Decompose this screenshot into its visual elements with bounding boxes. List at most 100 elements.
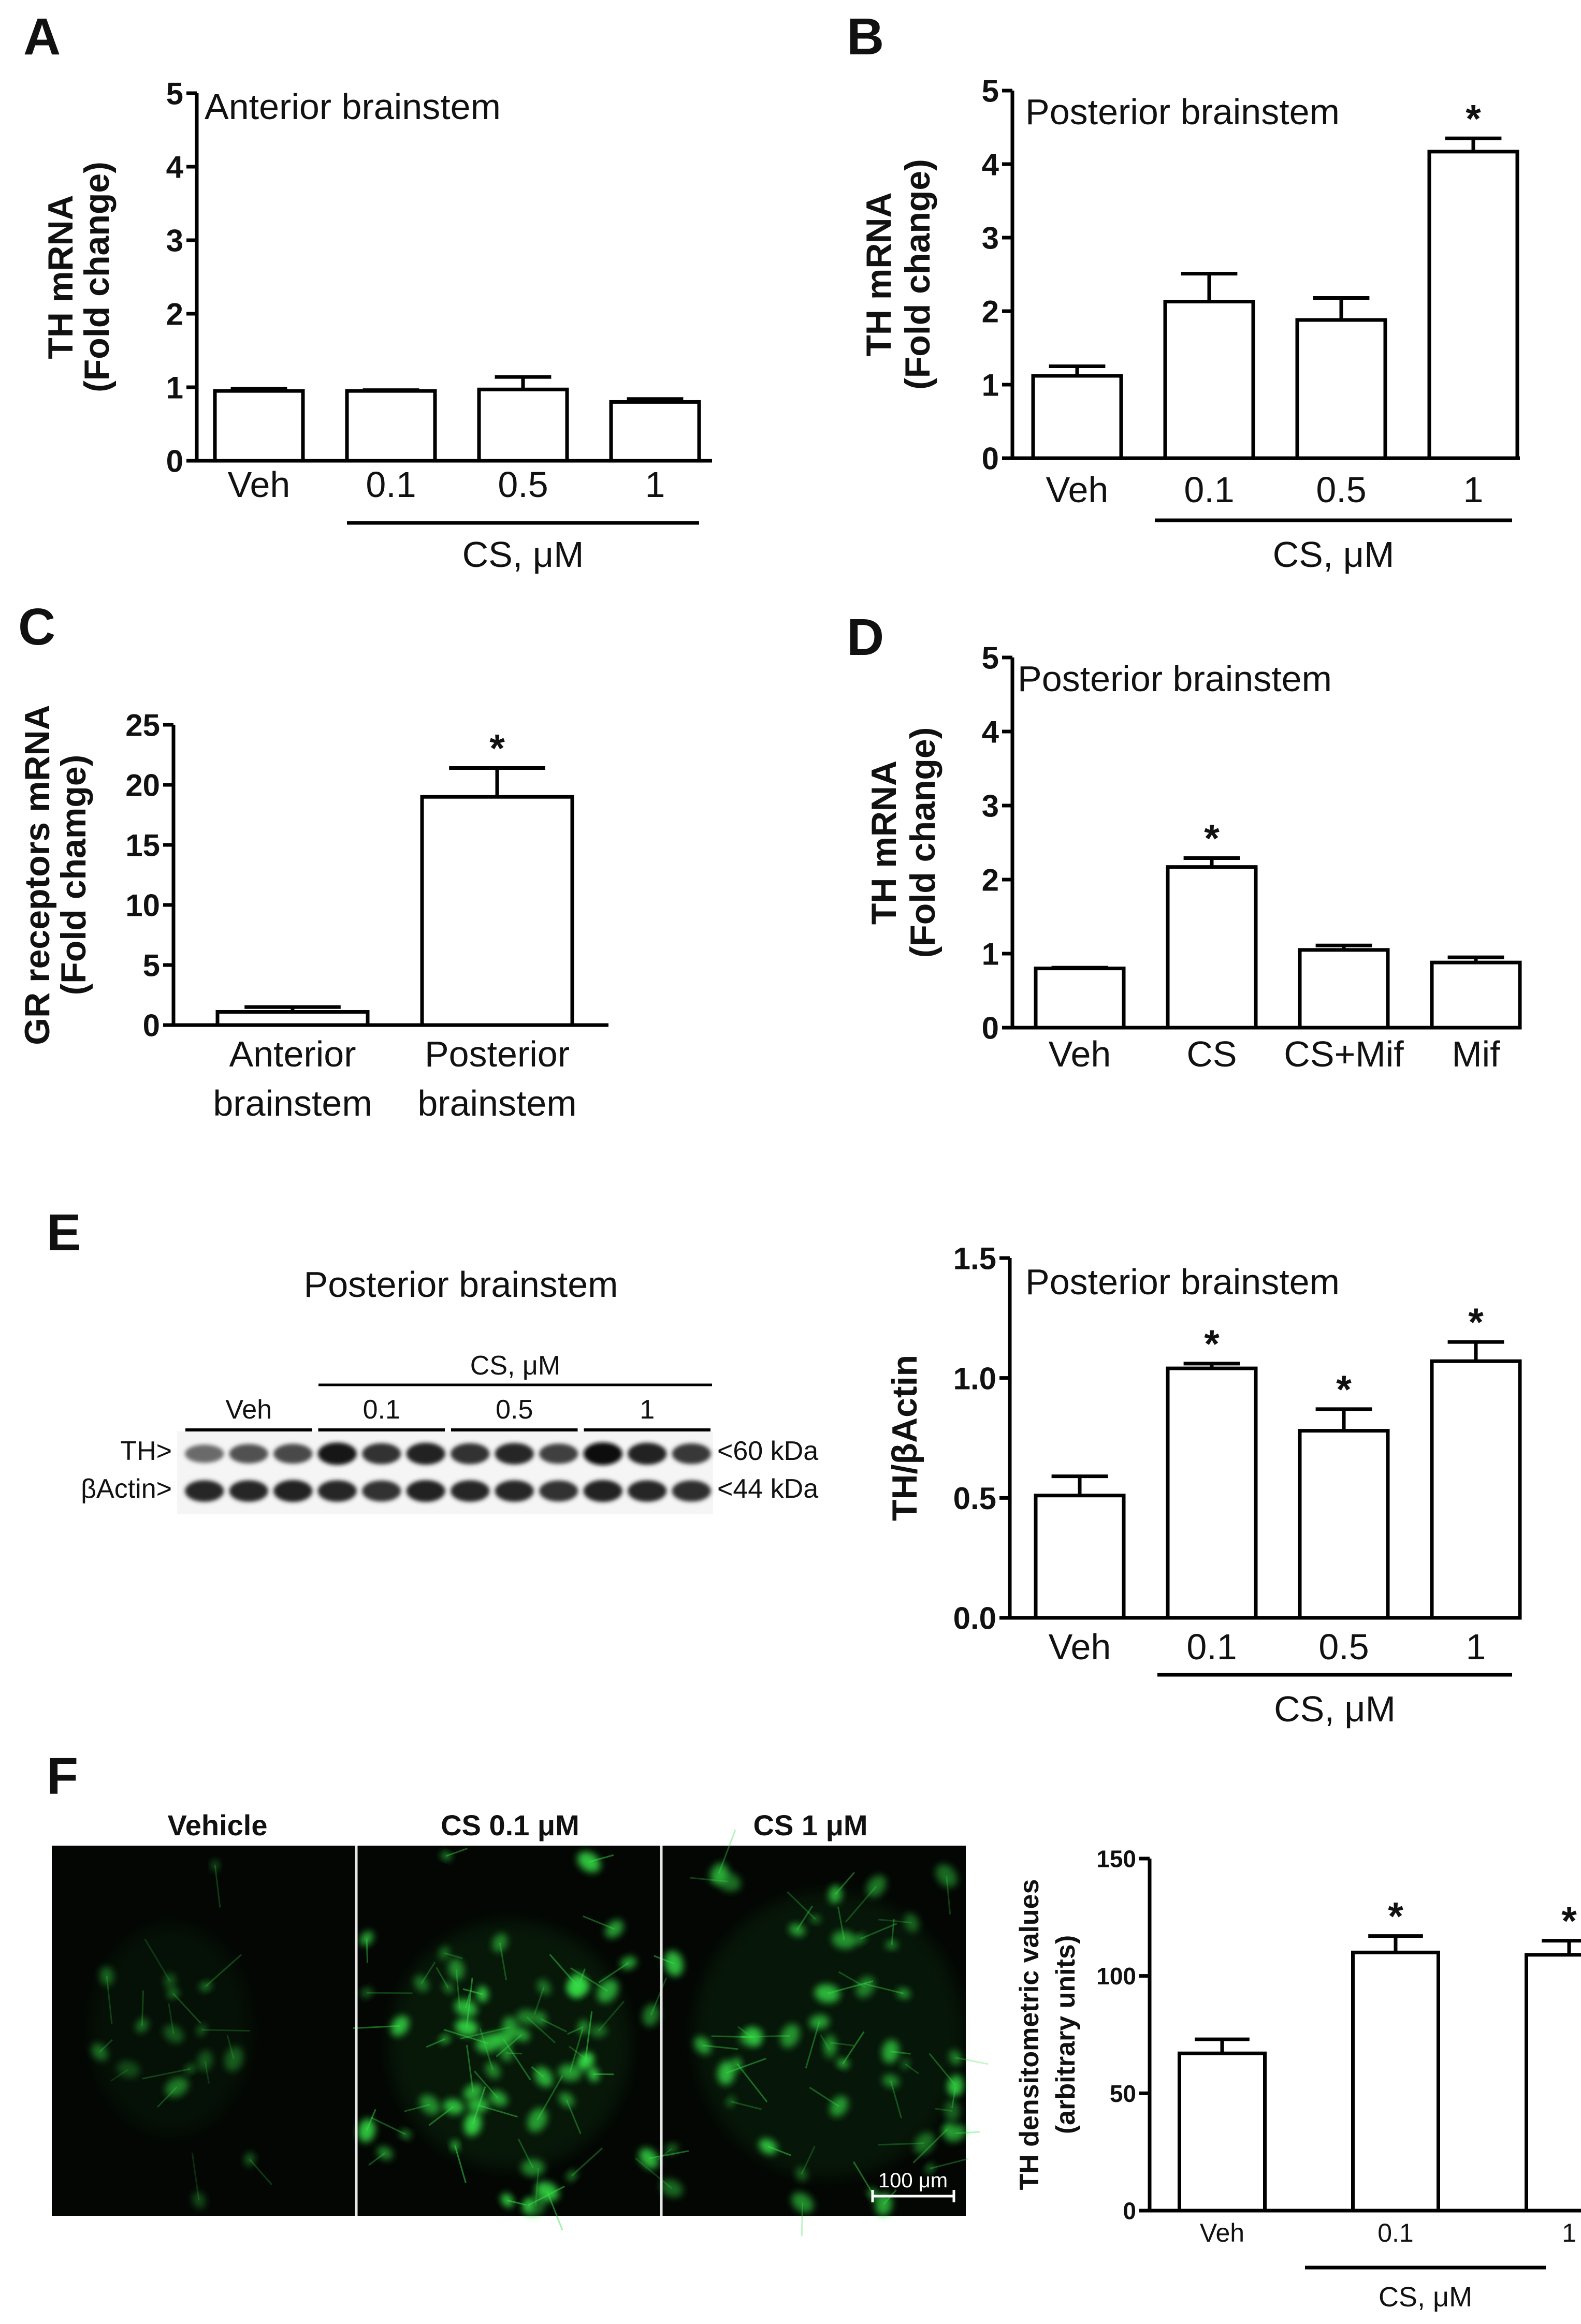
y-tick-label: 1 xyxy=(982,368,999,403)
micrograph-cell xyxy=(443,1982,454,1993)
micrograph-cell xyxy=(620,1956,637,1969)
micrograph-cell xyxy=(535,2182,559,2201)
y-tick-label: 3 xyxy=(166,224,183,258)
micrograph-cell xyxy=(727,2097,735,2107)
bar xyxy=(1430,1359,1522,1620)
blot-lane-group-label: 1 xyxy=(640,1395,655,1425)
blot-lane-groups: Veh 0.1 0.5 1 xyxy=(185,1395,710,1431)
significance-star: * xyxy=(1336,1368,1352,1412)
bar xyxy=(1031,374,1123,460)
blot-band xyxy=(317,1480,357,1502)
micrograph-cell xyxy=(185,2064,196,2073)
y-tick-label: 5 xyxy=(982,641,999,676)
micrograph-cell xyxy=(830,2096,848,2117)
micrograph-cell xyxy=(823,2041,836,2059)
micrograph-cell xyxy=(443,2099,464,2114)
y-tick-label: 0 xyxy=(166,444,183,479)
micrograph-cell xyxy=(535,2011,547,2027)
blot-band xyxy=(672,1443,711,1464)
micrograph-cell xyxy=(451,2140,459,2151)
chart-c: 0 5 10 15 20 25 GR receptors mRNA(Fold chamge)… xyxy=(18,705,608,1123)
blot-band xyxy=(495,1443,534,1465)
micrograph-cell xyxy=(377,2146,393,2160)
blot-row-label-bactin: βActin> xyxy=(81,1474,172,1504)
y-tick-label: 4 xyxy=(982,715,999,750)
bar xyxy=(1427,150,1519,460)
western-blot: Posterior brainstem CS, μM Veh 0.1 0.5 1 TH… xyxy=(81,1264,818,1514)
y-tick-label: 3 xyxy=(982,221,999,256)
chart-title: Posterior brainstem xyxy=(1018,659,1332,699)
blot-band xyxy=(672,1480,711,1502)
blot-band xyxy=(539,1480,578,1502)
micrograph-cells xyxy=(90,1829,989,2237)
bar xyxy=(1525,1953,1581,2213)
micrograph-cell xyxy=(117,2060,140,2078)
y-tick-label: 0.0 xyxy=(953,1601,996,1636)
y-tick-label: 0 xyxy=(143,1008,160,1043)
x-category-label: Veh xyxy=(1049,1627,1111,1667)
y-tick-label: 10 xyxy=(125,888,160,923)
blot-band xyxy=(185,1444,224,1463)
y-tick-label: 50 xyxy=(1110,2080,1136,2107)
y-tick-label: 5 xyxy=(982,74,999,109)
y-tick-label: 0.5 xyxy=(953,1481,996,1516)
micrograph-cell xyxy=(527,2108,547,2132)
micrograph-cell xyxy=(419,2094,440,2115)
micrograph-cell xyxy=(789,1923,805,1936)
micrograph-cell xyxy=(942,2123,953,2135)
panel-label-b: B xyxy=(847,8,884,66)
y-axis-title: (Fold chamge) xyxy=(54,755,93,996)
micrograph-cell xyxy=(597,1979,618,2003)
blot-title: Posterior brainstem xyxy=(304,1264,618,1305)
blot-band xyxy=(362,1480,401,1502)
x-category-label: 1 xyxy=(1466,1627,1486,1667)
micrograph-cell xyxy=(901,2058,909,2069)
bar xyxy=(1295,318,1387,460)
x-category-label: CS xyxy=(1186,1034,1237,1074)
micrograph-cell xyxy=(455,2019,478,2036)
blot-band xyxy=(583,1480,622,1502)
blot-marker-60kda: <60 kDa xyxy=(717,1436,818,1466)
micrograph-cell xyxy=(464,2112,482,2136)
micrograph-cell xyxy=(523,2198,533,2213)
micrograph-cell xyxy=(829,1885,842,1904)
micrograph-process xyxy=(502,2038,531,2081)
x-category-label: 0.5 xyxy=(498,464,548,505)
micrograph-cell xyxy=(485,2062,501,2079)
bar xyxy=(1034,967,1126,1030)
scale-bar-label: 100 μm xyxy=(878,2169,948,2192)
x-category-label: CS+Mif xyxy=(1284,1034,1404,1074)
bar xyxy=(215,1010,370,1027)
micrograph-cell xyxy=(577,1851,601,1873)
chart-d: Posterior brainstem 0 1 2 3 4 5 TH mRNA (Fold ch… xyxy=(864,641,1522,1074)
x-category-label: Posterior xyxy=(425,1034,570,1074)
micrograph-cell xyxy=(476,1986,488,2002)
blot-band xyxy=(628,1442,667,1465)
blot-band xyxy=(539,1443,578,1464)
micrograph-cell xyxy=(904,1913,919,1932)
chart-f: 0 50 100 150 TH densitometric values (arbitra… xyxy=(1014,1846,1581,2313)
micrograph-cell xyxy=(739,2027,763,2046)
micrograph-cell xyxy=(866,1875,887,1897)
x-category-label: Mif xyxy=(1452,1034,1500,1074)
blot-lane-group-label: Veh xyxy=(225,1395,272,1425)
micrograph-process xyxy=(460,2026,511,2040)
micrograph-process xyxy=(249,2159,272,2185)
y-axis-title: (Fold change) xyxy=(77,162,117,392)
y-tick-label: 0 xyxy=(982,1011,999,1046)
micrograph-cell xyxy=(809,2014,830,2029)
micrograph-process xyxy=(205,1954,242,1987)
x-category-label: Anterior xyxy=(229,1034,356,1074)
significance-star: * xyxy=(1204,817,1220,861)
bar xyxy=(477,387,569,463)
blot-band xyxy=(628,1480,667,1502)
y-axis-title: TH densitometric values xyxy=(1014,1879,1045,2190)
x-category-label: brainstem xyxy=(213,1083,372,1123)
bar xyxy=(1178,2051,1267,2213)
y-tick-label: 1 xyxy=(982,937,999,972)
chart-a: Anterior brainstem 0 1 2 3 4 5 TH mRNA(Fold cha… xyxy=(41,77,712,575)
micrograph-cell xyxy=(136,2018,149,2033)
micrograph-cell xyxy=(197,2024,207,2036)
micrograph-cell xyxy=(814,1984,840,2003)
